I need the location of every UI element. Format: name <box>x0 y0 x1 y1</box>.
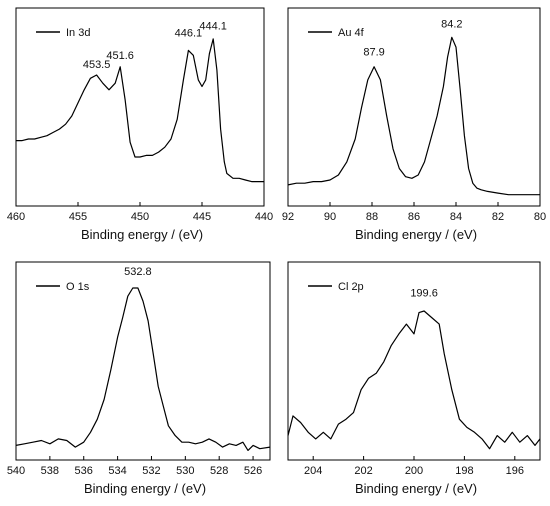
peak-label: 532.8 <box>124 266 152 278</box>
x-tick-label: 200 <box>405 465 423 477</box>
x-axis-label: Binding energy / (eV) <box>355 227 477 242</box>
series-line <box>16 38 264 183</box>
x-tick-label: 440 <box>255 211 273 223</box>
x-tick-label: 530 <box>176 465 194 477</box>
x-tick-label: 450 <box>131 211 149 223</box>
panel-3: 540 538 536 534 532 530 528 526 Binding energy /… <box>7 261 271 496</box>
x-tick-label: 196 <box>506 465 524 477</box>
x-tick-label: 202 <box>354 465 372 477</box>
x-axis-label: Binding energy / (eV) <box>355 481 477 496</box>
x-tick-label: 198 <box>455 465 473 477</box>
peak-label: 451.6 <box>106 50 134 62</box>
peak-label: 84.2 <box>441 19 462 31</box>
legend-label: O 1s <box>66 281 90 293</box>
peak-label: 453.5 <box>83 59 111 71</box>
series-line <box>287 36 540 196</box>
x-tick-label: 82 <box>492 211 504 223</box>
series-line <box>287 310 541 450</box>
x-tick-label: 460 <box>7 211 25 223</box>
x-tick-label: 445 <box>193 211 211 223</box>
panel-4: 204 202 200 198 196 Binding energy / (eV) Cl 2… <box>287 261 541 496</box>
x-tick-label: 86 <box>408 211 420 223</box>
x-tick-label: 536 <box>75 465 93 477</box>
x-tick-label: 88 <box>366 211 378 223</box>
x-axis-label: Binding energy / (eV) <box>81 227 203 242</box>
panel-2: 92 90 88 86 84 82 80 Binding energy / (eV) Au 4f… <box>282 7 546 242</box>
peak-label: 446.1 <box>175 28 203 40</box>
x-tick-label: 540 <box>7 465 25 477</box>
x-tick-label: 528 <box>210 465 228 477</box>
x-tick-label: 84 <box>450 211 462 223</box>
x-tick-label: 455 <box>69 211 87 223</box>
x-tick-label: 80 <box>534 211 546 223</box>
peak-label: 444.1 <box>199 20 227 32</box>
x-axis-label: Binding energy / (eV) <box>84 481 206 496</box>
legend-label: In 3d <box>66 27 90 39</box>
peak-label: 87.9 <box>363 47 384 59</box>
x-tick-label: 92 <box>282 211 294 223</box>
x-tick-label: 204 <box>304 465 322 477</box>
panel-1: 460 455 450 445 440 Binding energy / (eV) In 3… <box>7 7 273 242</box>
x-tick-label: 90 <box>324 211 336 223</box>
x-tick-label: 532 <box>142 465 160 477</box>
legend-label: Cl 2p <box>338 281 364 293</box>
plot-frame <box>287 7 541 207</box>
plot-frame <box>15 261 271 461</box>
x-tick-label: 534 <box>108 465 126 477</box>
plot-frame <box>15 7 265 207</box>
legend-label: Au 4f <box>338 27 365 39</box>
x-tick-label: 538 <box>41 465 59 477</box>
series-line <box>15 287 271 451</box>
x-tick-label: 526 <box>244 465 262 477</box>
peak-label: 199.6 <box>410 287 438 299</box>
